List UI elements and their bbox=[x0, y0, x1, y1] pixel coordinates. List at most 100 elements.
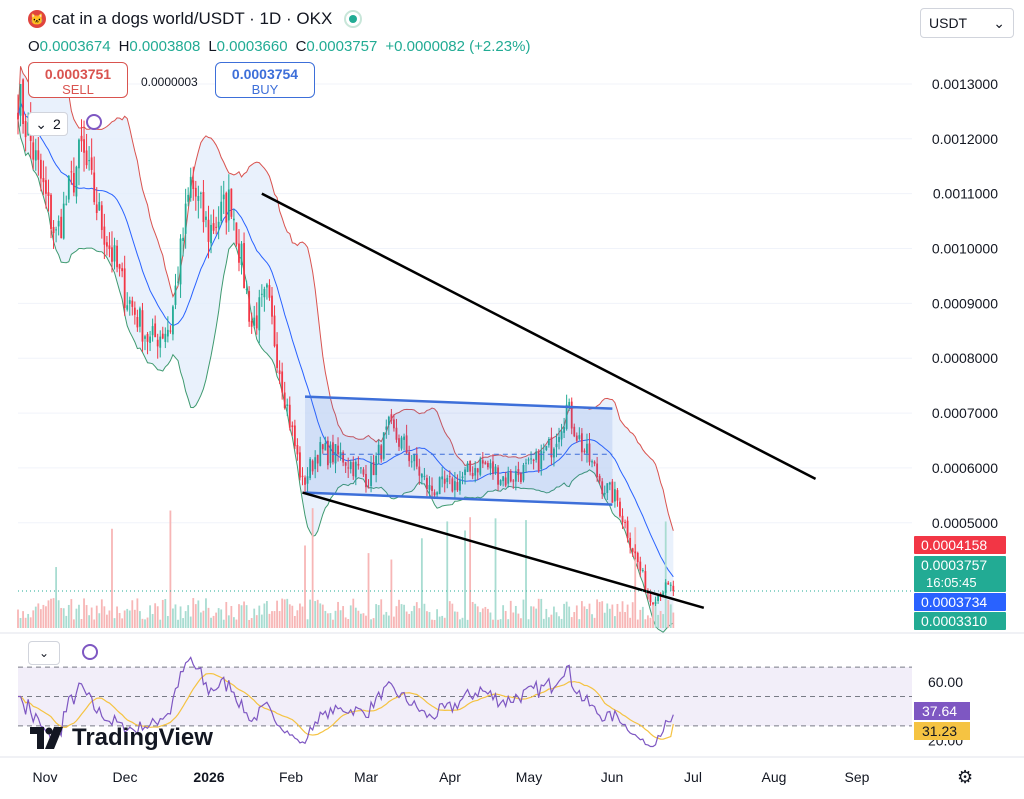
candle bbox=[550, 437, 553, 458]
currency-select[interactable]: USDT ⌄ bbox=[920, 8, 1014, 38]
volume-bar bbox=[606, 603, 609, 628]
candle bbox=[606, 483, 609, 493]
volume-bar bbox=[596, 599, 599, 628]
volume-bar bbox=[332, 619, 334, 628]
volume-bar bbox=[301, 606, 304, 628]
candle bbox=[591, 461, 593, 463]
volume-bar bbox=[126, 608, 129, 628]
candle bbox=[70, 171, 73, 173]
candle bbox=[375, 455, 378, 476]
volume-bar bbox=[326, 613, 329, 628]
volume-bar bbox=[78, 604, 80, 628]
candle bbox=[537, 452, 540, 471]
indicator-sync-icon bbox=[86, 114, 102, 130]
candle bbox=[398, 438, 400, 447]
volume-bar bbox=[387, 615, 390, 628]
volume-bar bbox=[83, 598, 85, 628]
candle bbox=[400, 437, 403, 449]
candle bbox=[517, 469, 520, 476]
candle bbox=[271, 295, 273, 317]
symbol-title[interactable]: cat in a dogs world/USDT · 1D · OKX bbox=[52, 9, 333, 28]
candle bbox=[568, 402, 571, 408]
volume-bar bbox=[347, 619, 350, 628]
candle bbox=[532, 459, 535, 461]
volume-bar bbox=[146, 617, 149, 628]
candle bbox=[418, 466, 421, 476]
volume-bar bbox=[641, 606, 644, 628]
candle bbox=[354, 461, 357, 478]
rsi-value-label: 31.23 bbox=[922, 723, 957, 739]
candle bbox=[504, 477, 507, 486]
candle bbox=[314, 457, 317, 470]
candle bbox=[194, 187, 197, 197]
volume-bar bbox=[316, 599, 319, 628]
candle bbox=[296, 445, 299, 455]
coin-icon: 🐱 bbox=[28, 10, 46, 28]
candle bbox=[464, 469, 466, 476]
volume-bar bbox=[32, 610, 35, 628]
candle bbox=[611, 481, 614, 503]
volume-bar bbox=[88, 615, 91, 628]
volume-bar bbox=[212, 615, 215, 628]
volume-bar bbox=[34, 606, 37, 628]
candle bbox=[166, 329, 169, 337]
indicators-collapse-button[interactable]: ⌄ 2 bbox=[28, 112, 68, 136]
lower-wedge-line bbox=[302, 491, 705, 610]
volume-bar bbox=[291, 605, 294, 628]
volume-bar bbox=[85, 605, 88, 628]
buy-button[interactable]: 0.0003754 BUY bbox=[215, 62, 315, 98]
logo-text: TradingView bbox=[72, 724, 213, 751]
volume-bar bbox=[520, 618, 522, 628]
candle bbox=[258, 297, 261, 331]
candle bbox=[151, 326, 154, 336]
candle bbox=[484, 462, 487, 465]
volume-bar bbox=[67, 604, 70, 628]
volume-bar bbox=[339, 610, 342, 628]
volume-bar bbox=[189, 616, 192, 628]
candle bbox=[95, 204, 98, 213]
candle bbox=[273, 315, 276, 347]
volume-bar bbox=[225, 601, 228, 628]
candle bbox=[215, 226, 218, 228]
volume-bar bbox=[578, 619, 581, 628]
candle bbox=[121, 268, 124, 272]
candle bbox=[24, 121, 27, 138]
candle bbox=[626, 520, 629, 539]
volume-bar bbox=[481, 608, 484, 628]
volume-bar bbox=[62, 608, 65, 628]
candle bbox=[385, 426, 388, 430]
volume-bar bbox=[403, 604, 405, 628]
volume-bar bbox=[474, 603, 477, 628]
candle bbox=[321, 444, 324, 450]
volume-bar bbox=[128, 610, 131, 628]
candle bbox=[245, 289, 248, 291]
price-tag-label: 0.0004158 bbox=[921, 537, 987, 553]
volume-bar bbox=[542, 618, 545, 628]
volume-bar bbox=[634, 527, 637, 628]
candle bbox=[436, 492, 438, 495]
candle bbox=[644, 571, 647, 592]
volume-bar bbox=[575, 605, 578, 628]
volume-bar bbox=[492, 619, 494, 628]
sell-button[interactable]: 0.0003751 SELL bbox=[28, 62, 128, 98]
volume-bar bbox=[131, 600, 134, 628]
tradingview-logo[interactable]: TradingView bbox=[30, 724, 213, 752]
volume-bar bbox=[377, 605, 380, 628]
rsi-pane-collapse-button[interactable]: ⌄ bbox=[28, 641, 60, 665]
buy-price: 0.0003754 bbox=[231, 66, 299, 82]
candle bbox=[497, 467, 499, 485]
candle bbox=[248, 291, 251, 322]
volume-bar bbox=[172, 608, 174, 628]
candle bbox=[629, 538, 632, 548]
candle bbox=[65, 203, 68, 205]
candle bbox=[662, 592, 665, 598]
candle bbox=[487, 463, 489, 468]
candle bbox=[47, 192, 50, 196]
candle bbox=[154, 323, 157, 338]
settings-gear-icon[interactable]: ⚙ bbox=[957, 767, 974, 787]
candle bbox=[634, 551, 637, 554]
time-axis-label: Nov bbox=[33, 769, 58, 785]
candle bbox=[387, 416, 390, 426]
candle bbox=[217, 221, 220, 228]
